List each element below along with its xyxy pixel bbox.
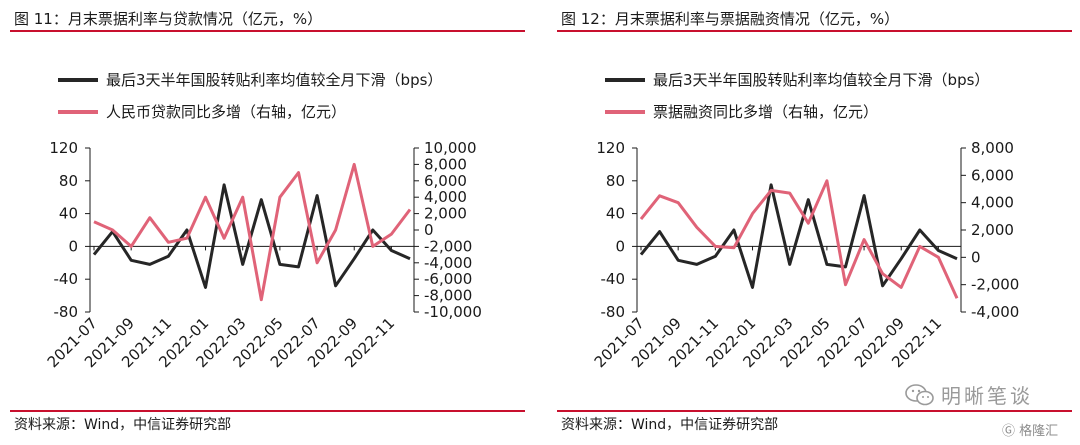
figure-title: 图 11：月末票据利率与贷款情况（亿元，%） [14, 10, 323, 28]
legend-label: 票据融资同比多增（右轴，亿元） [653, 103, 878, 121]
right-tick-label: 0 [424, 221, 434, 239]
left-tick-label: 120 [49, 139, 78, 157]
figure-11-panel: 图 11：月末票据利率与贷款情况（亿元，%） 最后3天半年国股转贴利率均值较全月… [10, 0, 525, 445]
series-line [639, 183, 958, 289]
watermark-logo: Ⓖ 格隆汇 [1002, 420, 1058, 439]
right-tick-label: 6,000 [424, 172, 467, 190]
legend-label: 最后3天半年国股转贴利率均值较全月下滑（bps） [653, 71, 989, 89]
left-tick-label: -40 [54, 270, 79, 288]
figure-title: 图 12：月末票据利率与票据融资情况（亿元，%） [561, 10, 900, 28]
watermark-logo-text: 格隆汇 [1019, 424, 1059, 439]
left-tick-label: 80 [59, 172, 78, 190]
right-tick-label: -4,000 [424, 254, 472, 272]
left-tick-label: 0 [615, 237, 625, 255]
right-tick-label: 4,000 [424, 188, 467, 206]
series-line [92, 183, 411, 289]
left-tick-label: -80 [54, 303, 79, 321]
left-tick-label: -80 [601, 303, 626, 321]
series-line [639, 179, 959, 299]
left-tick-label: 0 [68, 237, 78, 255]
chart-12: 最后3天半年国股转贴利率均值较全月下滑（bps） 票据融资同比多增（右轴，亿元） 1… [591, 71, 1020, 371]
source-rule [10, 410, 525, 412]
right-tick-label: 2,000 [424, 205, 467, 223]
right-tick-label: 8,000 [424, 155, 467, 173]
legend-label: 最后3天半年国股转贴利率均值较全月下滑（bps） [106, 71, 442, 89]
right-tick-label: -2,000 [971, 276, 1019, 294]
source-note: 资料来源：Wind，中信证券研究部 [14, 417, 232, 433]
left-tick-label: 120 [596, 139, 625, 157]
right-tick-label: -8,000 [424, 287, 472, 305]
right-tick-label: 8,000 [971, 139, 1014, 157]
series-line [93, 162, 412, 302]
right-tick-label: -6,000 [424, 270, 472, 288]
right-tick-label: -4,000 [971, 303, 1019, 321]
figure-12-panel: 图 12：月末票据利率与票据融资情况（亿元，%） 最后3天半年国股转贴利率均值较… [557, 0, 1072, 445]
watermark: 明晰笔谈 [905, 380, 1033, 412]
source-rule [557, 410, 1072, 412]
right-tick-label: -10,000 [424, 303, 482, 321]
chart-11: 最后3天半年国股转贴利率均值较全月下滑（bps） 人民币贷款同比多增（右轴，亿元）… [44, 71, 482, 371]
right-tick-label: 0 [971, 248, 981, 266]
right-tick-label: -2,000 [424, 237, 472, 255]
legend-label: 人民币贷款同比多增（右轴，亿元） [106, 103, 346, 121]
right-tick-label: 6,000 [971, 166, 1014, 184]
left-tick-label: 40 [59, 205, 78, 223]
source-note: 资料来源：Wind，中信证券研究部 [561, 417, 779, 433]
right-tick-label: 2,000 [971, 221, 1014, 239]
right-tick-label: 10,000 [424, 139, 477, 157]
right-tick-label: 4,000 [971, 194, 1014, 212]
logo-icon: Ⓖ [1002, 424, 1016, 439]
watermark-text: 明晰笔谈 [941, 384, 1033, 408]
left-tick-label: -40 [601, 270, 626, 288]
title-rule [10, 30, 525, 32]
left-tick-label: 80 [606, 172, 625, 190]
wechat-icon [905, 383, 935, 412]
left-tick-label: 40 [606, 205, 625, 223]
title-rule [557, 30, 1072, 32]
